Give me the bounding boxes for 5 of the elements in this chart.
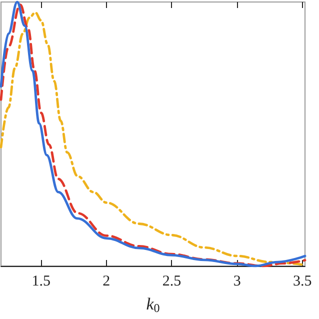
x-tick-label: 3.5 [293,274,312,290]
x-tick-label: 2.5 [162,274,182,290]
x-tick-label: 2 [102,274,110,290]
x-tick-label: 1.5 [32,274,50,290]
x-tick-label: 3 [233,274,241,290]
